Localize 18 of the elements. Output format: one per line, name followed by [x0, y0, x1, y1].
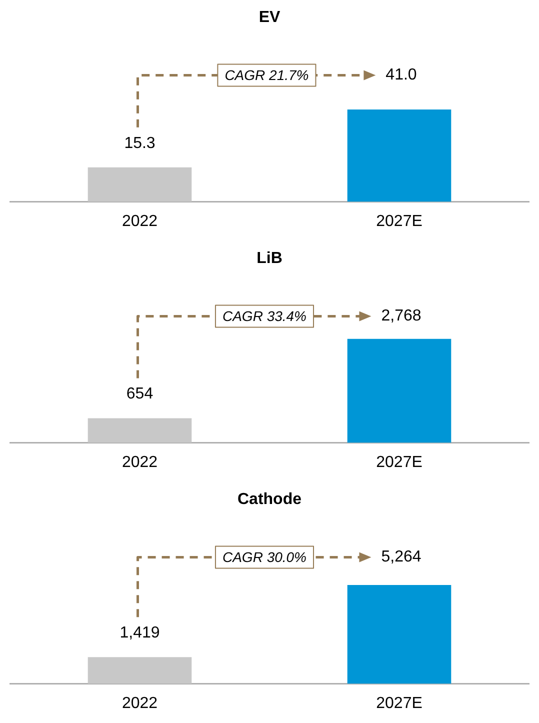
data-label: 41.0	[386, 66, 417, 84]
data-label: 654	[126, 386, 154, 403]
chart-title: LiB	[256, 250, 282, 268]
x-tick-label: 2022	[122, 694, 158, 712]
text: CAGR 21.7%	[224, 67, 309, 84]
data-label: 5,264	[381, 548, 422, 566]
data-label: 2,768	[381, 308, 422, 325]
x-tick-label: 2022	[122, 454, 158, 471]
x-tick-label: 2027E	[376, 694, 422, 712]
chart-title: EV	[258, 9, 280, 26]
text: CAGR 33.4%	[222, 308, 307, 324]
x-tick-label: 2027E	[376, 212, 422, 230]
x-tick-label: 2022	[122, 212, 158, 230]
data-label: 1,419	[120, 624, 160, 642]
x-tick-label: 2027E	[376, 454, 422, 471]
chart-title: Cathode	[238, 491, 302, 508]
text: CAGR 30.0%	[222, 549, 307, 566]
data-label: 15.3	[124, 134, 156, 152]
